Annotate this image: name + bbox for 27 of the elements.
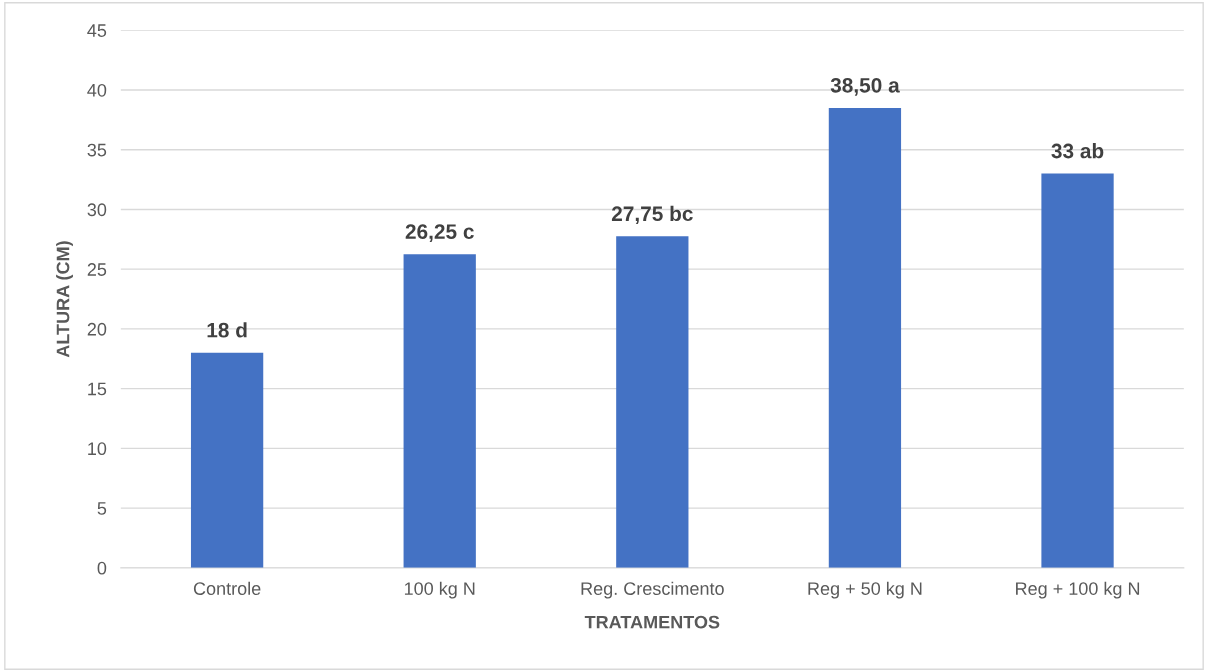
data-label: 27,75 bc [611,205,693,225]
bar [403,254,476,568]
y-tick-label: 40 [87,83,107,97]
y-tick-label: 0 [97,561,107,575]
bar [1041,173,1114,568]
x-tick-label: Reg + 100 kg N [1016,581,1140,599]
data-label: 33 ab [1051,143,1104,159]
x-tick-label: 100 kg N [404,581,475,599]
data-label: 38,50 a [830,77,900,96]
y-tick-label: 15 [88,382,107,396]
x-tick-label: Reg. Crescimento [581,581,724,599]
x-tick-label: Reg + 50 kg N [808,581,922,599]
y-tick-label: 25 [87,263,107,276]
data-label: 26,25 c [405,224,474,243]
y-tick-label: 5 [97,502,107,515]
bar [190,352,264,568]
data-label: 18 d [207,322,247,338]
x-axis-title: TRATAMENTOS [584,615,720,629]
x-tick-label: Controle [193,581,261,595]
y-tick-label: 45 [87,24,107,37]
y-axis-title: ALTURA (CM) [56,241,73,358]
y-tick-label: 20 [87,322,107,336]
bar [828,107,902,568]
bar [616,236,689,568]
y-tick-label: 30 [87,203,107,217]
y-tick-label: 35 [87,143,107,157]
y-tick-label: 10 [88,442,107,456]
